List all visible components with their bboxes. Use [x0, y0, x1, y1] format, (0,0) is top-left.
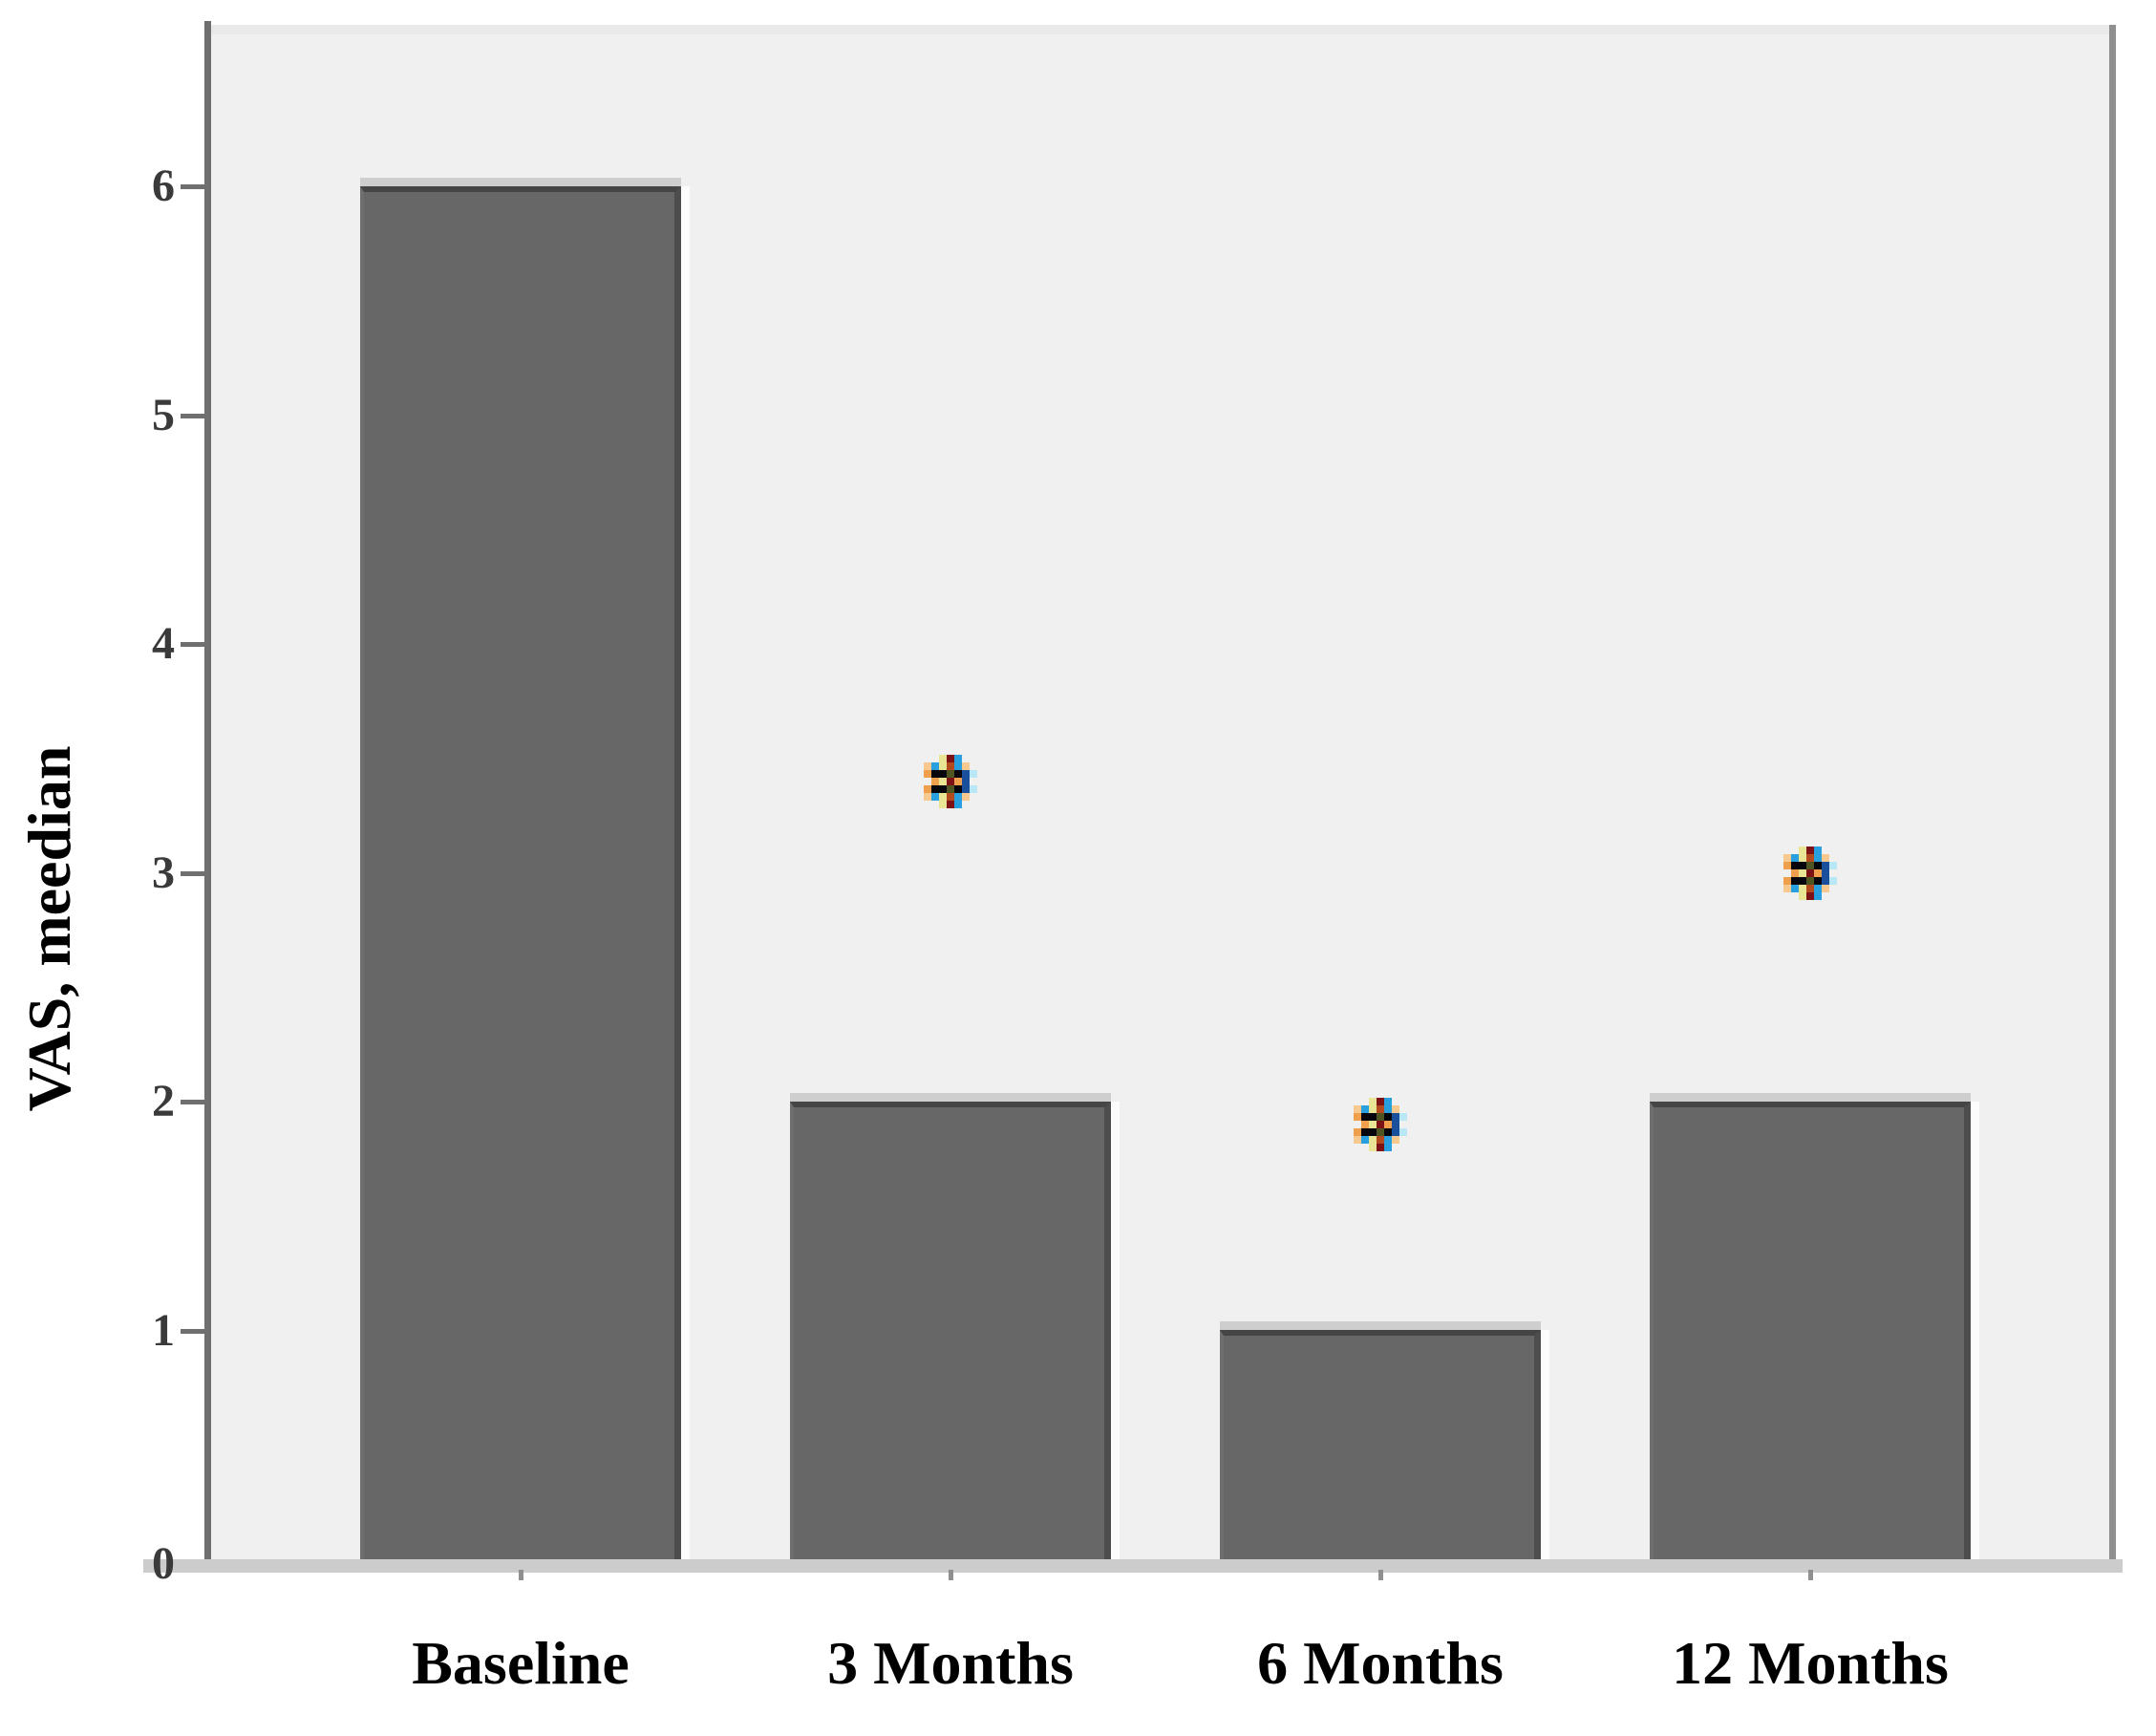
- x-label-12-months: 12 Months: [1672, 1629, 1949, 1697]
- x-label-3-months: 3 Months: [827, 1629, 1074, 1697]
- x-label-6-months: 6 Months: [1257, 1629, 1504, 1697]
- x-label-baseline: Baseline: [412, 1629, 630, 1697]
- asterisk-icon: [1783, 846, 1837, 900]
- y-tick-label: 6: [152, 161, 175, 211]
- asterisk-icon: [924, 754, 977, 808]
- x-tick-mark: [1808, 1570, 1813, 1580]
- y-tick-mark: [181, 413, 204, 418]
- y-tick-mark: [181, 1100, 204, 1104]
- bar-3-months: [790, 1102, 1111, 1559]
- asterisk-icon: [1354, 1097, 1407, 1151]
- y-axis-line: [204, 21, 211, 1559]
- bar-12-months: [1650, 1102, 1971, 1559]
- y-tick-label: 0: [152, 1538, 175, 1589]
- x-tick-mark: [519, 1570, 523, 1580]
- y-tick-label: 1: [152, 1304, 175, 1356]
- y-tick-mark: [181, 184, 204, 189]
- y-tick-mark: [181, 870, 204, 876]
- bar-baseline: [360, 186, 681, 1559]
- y-tick-label: 3: [152, 847, 175, 898]
- x-tick-mark: [949, 1570, 953, 1580]
- y-tick-label: 2: [152, 1076, 175, 1126]
- y-tick-label: 4: [152, 618, 175, 669]
- y-tick-mark: [181, 1328, 204, 1334]
- y-tick-mark: [181, 642, 204, 647]
- plot-right-border: [2109, 25, 2116, 1559]
- x-axis-line: [143, 1559, 2123, 1573]
- x-tick-mark: [1378, 1570, 1383, 1580]
- y-tick-label: 5: [152, 389, 175, 440]
- y-axis-title: VAS, meedian: [15, 745, 83, 1112]
- bar-6-months: [1220, 1330, 1541, 1559]
